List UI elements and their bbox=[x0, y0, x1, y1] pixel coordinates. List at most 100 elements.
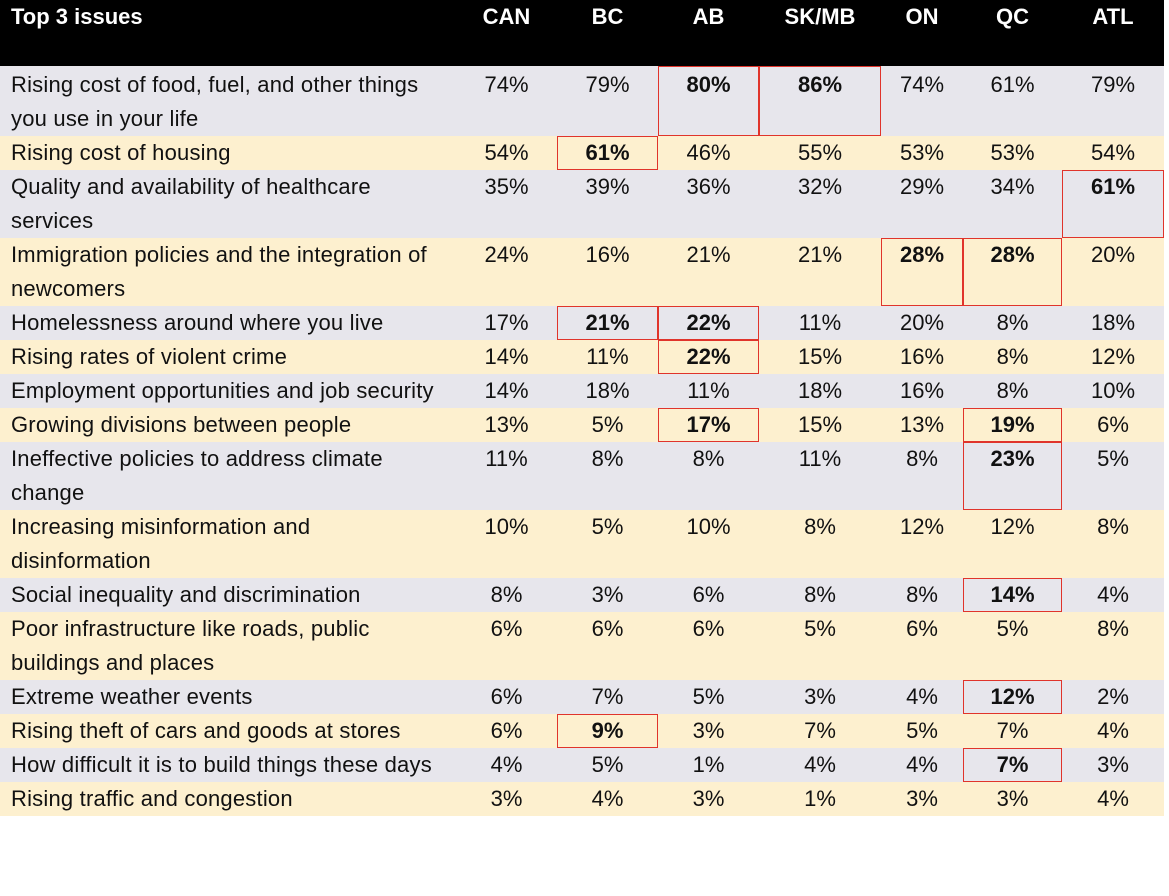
value-cell: 8% bbox=[881, 578, 963, 612]
value-cell: 5% bbox=[1062, 442, 1164, 510]
value-cell: 7% bbox=[557, 680, 658, 714]
highlighted-value-cell: 28% bbox=[881, 238, 963, 306]
header-region-skmb: SK/MB bbox=[759, 0, 881, 66]
value-cell: 18% bbox=[557, 374, 658, 408]
value-cell: 6% bbox=[658, 578, 759, 612]
value-cell: 8% bbox=[759, 510, 881, 578]
value-cell: 15% bbox=[759, 340, 881, 374]
value-cell: 8% bbox=[1062, 510, 1164, 578]
issue-label: Quality and availability of healthcare s… bbox=[0, 170, 456, 238]
value-cell: 5% bbox=[557, 408, 658, 442]
value-cell: 13% bbox=[881, 408, 963, 442]
value-cell: 6% bbox=[456, 612, 557, 680]
table-row: How difficult it is to build things thes… bbox=[0, 748, 1164, 782]
value-cell: 10% bbox=[1062, 374, 1164, 408]
value-cell: 61% bbox=[963, 66, 1062, 136]
value-cell: 4% bbox=[881, 748, 963, 782]
issue-label: Rising theft of cars and goods at stores bbox=[0, 714, 456, 748]
value-cell: 53% bbox=[881, 136, 963, 170]
value-cell: 79% bbox=[1062, 66, 1164, 136]
value-cell: 17% bbox=[456, 306, 557, 340]
value-cell: 3% bbox=[557, 578, 658, 612]
issue-label: Social inequality and discrimination bbox=[0, 578, 456, 612]
value-cell: 5% bbox=[759, 612, 881, 680]
issue-label: Extreme weather events bbox=[0, 680, 456, 714]
value-cell: 1% bbox=[759, 782, 881, 816]
value-cell: 4% bbox=[1062, 578, 1164, 612]
table-row: Rising cost of food, fuel, and other thi… bbox=[0, 66, 1164, 136]
value-cell: 18% bbox=[759, 374, 881, 408]
issue-label: Ineffective policies to address climate … bbox=[0, 442, 456, 510]
value-cell: 54% bbox=[456, 136, 557, 170]
value-cell: 24% bbox=[456, 238, 557, 306]
highlighted-value-cell: 22% bbox=[658, 306, 759, 340]
highlighted-value-cell: 61% bbox=[1062, 170, 1164, 238]
value-cell: 3% bbox=[963, 782, 1062, 816]
value-cell: 5% bbox=[557, 748, 658, 782]
header-region-ab: AB bbox=[658, 0, 759, 66]
issue-label: Poor infrastructure like roads, public b… bbox=[0, 612, 456, 680]
highlighted-value-cell: 14% bbox=[963, 578, 1062, 612]
value-cell: 4% bbox=[456, 748, 557, 782]
value-cell: 2% bbox=[1062, 680, 1164, 714]
value-cell: 36% bbox=[658, 170, 759, 238]
header-region-atl: ATL bbox=[1062, 0, 1164, 66]
highlighted-value-cell: 21% bbox=[557, 306, 658, 340]
issue-label: Growing divisions between people bbox=[0, 408, 456, 442]
value-cell: 32% bbox=[759, 170, 881, 238]
value-cell: 16% bbox=[881, 374, 963, 408]
table-row: Employment opportunities and job securit… bbox=[0, 374, 1164, 408]
highlighted-value-cell: 86% bbox=[759, 66, 881, 136]
value-cell: 5% bbox=[557, 510, 658, 578]
value-cell: 4% bbox=[557, 782, 658, 816]
value-cell: 14% bbox=[456, 340, 557, 374]
value-cell: 20% bbox=[881, 306, 963, 340]
issue-label: Increasing misinformation and disinforma… bbox=[0, 510, 456, 578]
value-cell: 14% bbox=[456, 374, 557, 408]
highlighted-value-cell: 7% bbox=[963, 748, 1062, 782]
value-cell: 20% bbox=[1062, 238, 1164, 306]
value-cell: 6% bbox=[456, 714, 557, 748]
value-cell: 12% bbox=[881, 510, 963, 578]
value-cell: 15% bbox=[759, 408, 881, 442]
issues-body: Rising cost of food, fuel, and other thi… bbox=[0, 66, 1164, 816]
value-cell: 16% bbox=[557, 238, 658, 306]
value-cell: 3% bbox=[1062, 748, 1164, 782]
issue-label: Homelessness around where you live bbox=[0, 306, 456, 340]
value-cell: 4% bbox=[1062, 714, 1164, 748]
table-row: Rising theft of cars and goods at stores… bbox=[0, 714, 1164, 748]
value-cell: 21% bbox=[759, 238, 881, 306]
value-cell: 11% bbox=[759, 306, 881, 340]
issue-label: Immigration policies and the integration… bbox=[0, 238, 456, 306]
value-cell: 3% bbox=[658, 782, 759, 816]
value-cell: 10% bbox=[456, 510, 557, 578]
highlighted-value-cell: 80% bbox=[658, 66, 759, 136]
value-cell: 12% bbox=[1062, 340, 1164, 374]
table-row: Immigration policies and the integration… bbox=[0, 238, 1164, 306]
value-cell: 11% bbox=[759, 442, 881, 510]
highlighted-value-cell: 23% bbox=[963, 442, 1062, 510]
value-cell: 8% bbox=[963, 306, 1062, 340]
value-cell: 46% bbox=[658, 136, 759, 170]
value-cell: 3% bbox=[759, 680, 881, 714]
value-cell: 1% bbox=[658, 748, 759, 782]
highlighted-value-cell: 22% bbox=[658, 340, 759, 374]
value-cell: 5% bbox=[881, 714, 963, 748]
highlighted-value-cell: 17% bbox=[658, 408, 759, 442]
table-row: Ineffective policies to address climate … bbox=[0, 442, 1164, 510]
value-cell: 11% bbox=[658, 374, 759, 408]
value-cell: 53% bbox=[963, 136, 1062, 170]
issue-label: Employment opportunities and job securit… bbox=[0, 374, 456, 408]
value-cell: 11% bbox=[557, 340, 658, 374]
issue-label: Rising cost of food, fuel, and other thi… bbox=[0, 66, 456, 136]
table-row: Increasing misinformation and disinforma… bbox=[0, 510, 1164, 578]
value-cell: 29% bbox=[881, 170, 963, 238]
value-cell: 6% bbox=[456, 680, 557, 714]
table-row: Rising traffic and congestion 3% 4% 3% 1% 3% 3… bbox=[0, 782, 1164, 816]
header-row: Top 3 issues CAN BC AB SK/MB ON QC ATL bbox=[0, 0, 1164, 66]
table-row: Rising cost of housing 54% 61% 46% 55% 53% 53%… bbox=[0, 136, 1164, 170]
value-cell: 21% bbox=[658, 238, 759, 306]
issue-label: Rising cost of housing bbox=[0, 136, 456, 170]
value-cell: 16% bbox=[881, 340, 963, 374]
value-cell: 7% bbox=[963, 714, 1062, 748]
